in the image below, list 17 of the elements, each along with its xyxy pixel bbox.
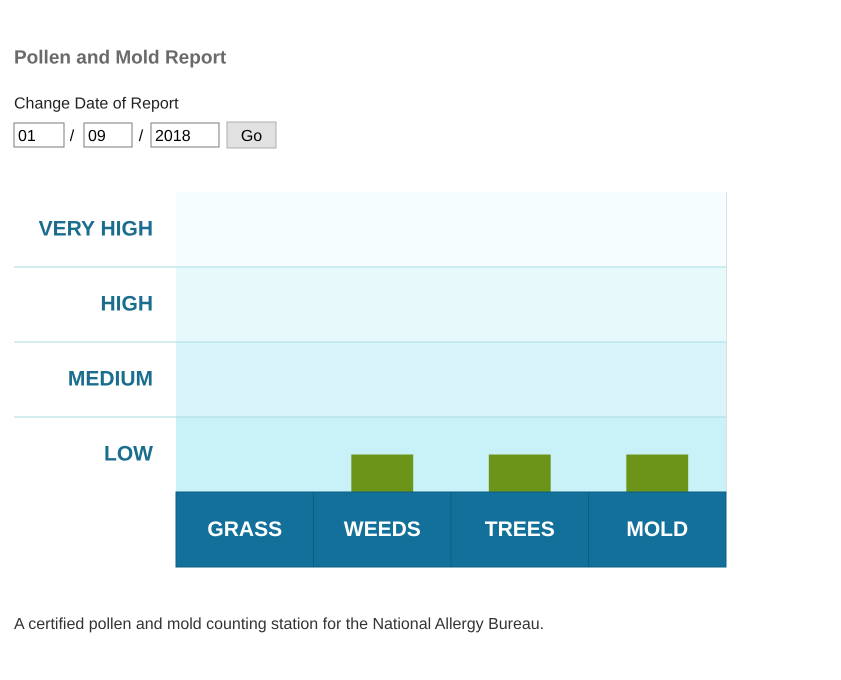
x-tick-label: TREES <box>484 518 555 541</box>
x-tick-label: WEEDS <box>344 518 421 541</box>
band-label: MEDIUM <box>68 368 153 390</box>
text: / <box>138 128 144 145</box>
text: 01 <box>18 128 36 145</box>
x-tick-label: MOLD <box>626 518 688 541</box>
band-label: HIGH <box>100 292 153 316</box>
text: Go <box>240 128 262 145</box>
text: / <box>70 128 75 145</box>
chart-title: Pollen and Mold Report <box>14 48 227 68</box>
text: 2018 <box>155 128 191 145</box>
chart-subtitle: Change Date of Report <box>14 96 180 112</box>
band-label: VERY HIGH <box>38 218 153 240</box>
band-label: LOW <box>104 442 154 466</box>
text: 09 <box>88 128 106 145</box>
text: A certified pollen and mold counting station for the National Allergy Bureau. <box>14 616 544 633</box>
x-tick-label: GRASS <box>207 518 282 541</box>
